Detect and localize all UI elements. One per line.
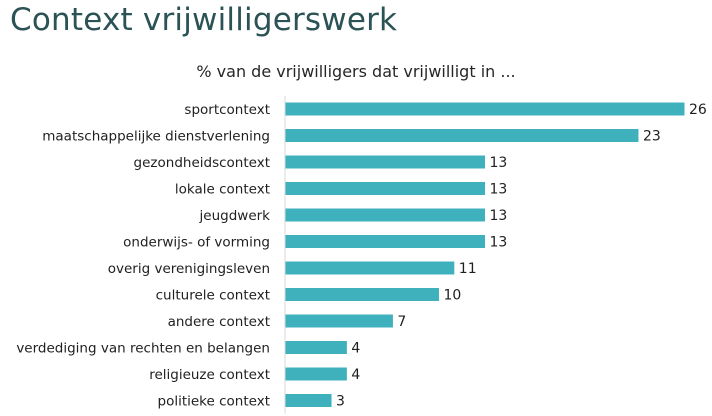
bar — [285, 367, 347, 381]
data-label: 7 — [397, 314, 406, 330]
bar — [285, 261, 455, 275]
bar — [285, 155, 485, 169]
data-label: 13 — [490, 155, 508, 171]
bar — [285, 208, 485, 222]
bar — [285, 314, 393, 328]
data-label: 4 — [351, 341, 360, 357]
bar — [285, 182, 485, 195]
chart-title: % van de vrijwilligers dat vrijwilligt i… — [196, 62, 516, 81]
data-label: 13 — [490, 208, 508, 224]
category-label: sportcontext — [184, 102, 270, 118]
category-label: lokale context — [175, 182, 270, 198]
bar — [285, 394, 332, 407]
category-label: overig verenigingsleven — [108, 261, 270, 277]
bar — [285, 102, 685, 116]
data-label: 4 — [351, 367, 360, 383]
category-label: onderwijs- of vorming — [123, 235, 270, 251]
page-title: Context vrijwilligerswerk — [10, 2, 398, 38]
data-label: 11 — [459, 261, 477, 277]
category-label: verdediging van rechten en belangen — [16, 341, 270, 357]
category-label: politieke context — [158, 394, 271, 410]
data-label: 13 — [490, 182, 508, 198]
category-label: andere context — [168, 314, 270, 330]
category-label: culturele context — [156, 288, 270, 304]
data-label: 26 — [689, 102, 707, 118]
bar — [285, 341, 347, 354]
bar — [285, 129, 639, 142]
category-label: maatschappelijke dienstverlening — [42, 129, 270, 145]
data-label: 13 — [490, 235, 508, 251]
category-label: religieuze context — [149, 367, 270, 383]
bar — [285, 288, 439, 301]
category-label: jeugdwerk — [199, 208, 271, 224]
data-label: 23 — [643, 129, 661, 145]
data-label: 3 — [336, 394, 345, 410]
data-label: 10 — [443, 288, 461, 304]
bar — [285, 235, 485, 248]
category-label: gezondheidscontext — [134, 155, 270, 171]
